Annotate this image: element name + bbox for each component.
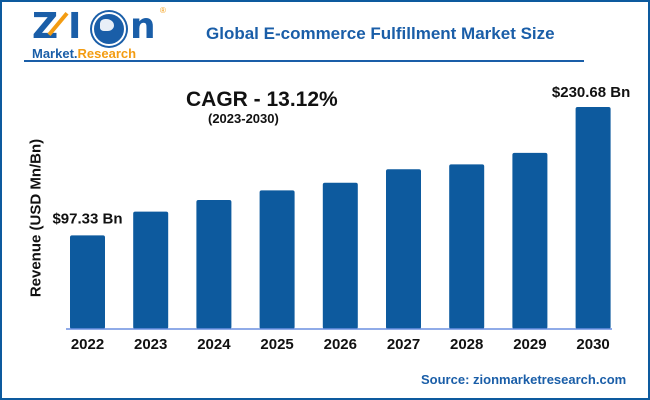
cagr-annotation: CAGR - 13.12% [186, 88, 338, 111]
source-note: Source: zionmarketresearch.com [421, 372, 627, 387]
data-label-2022: $97.33 Bn [52, 210, 122, 227]
bar-2029 [512, 152, 548, 329]
x-tick-label: 2030 [576, 336, 609, 353]
bar-2028 [449, 164, 485, 329]
data-label-2030: $230.68 Bn [552, 84, 630, 101]
x-tick-label: 2026 [324, 336, 357, 353]
bar-2027 [386, 169, 421, 329]
bar-2024 [196, 200, 232, 329]
x-tick-label: 2023 [134, 336, 167, 353]
logo-sub-market: Market. [32, 46, 78, 61]
bar-2022 [70, 235, 105, 329]
logo-sub-research: Research [77, 46, 137, 61]
globe-icon [92, 12, 126, 46]
x-tick-label: 2024 [197, 336, 231, 353]
bar-2026 [322, 182, 358, 329]
cagr-period: (2023-2030) [208, 111, 279, 126]
bar-2030 [575, 107, 611, 329]
x-tick-label: 2028 [450, 336, 483, 353]
logo-text-i: I [68, 6, 81, 47]
header-divider [24, 60, 584, 62]
bar-2025 [259, 190, 295, 329]
chart-title: Global E-commerce Fulfillment Market Siz… [206, 24, 555, 43]
logo-subtitle: Market.Research [32, 46, 136, 61]
logo-text-n: n [130, 6, 156, 47]
registered-mark: ® [160, 6, 166, 15]
x-tick-label: 2025 [260, 336, 293, 353]
x-tick-label: 2029 [513, 336, 546, 353]
zion-logo: Z I n ® Market.Research [30, 6, 180, 64]
x-tick-label: 2022 [71, 336, 104, 353]
bar-2023 [133, 211, 169, 329]
x-tick-label: 2027 [387, 336, 420, 353]
